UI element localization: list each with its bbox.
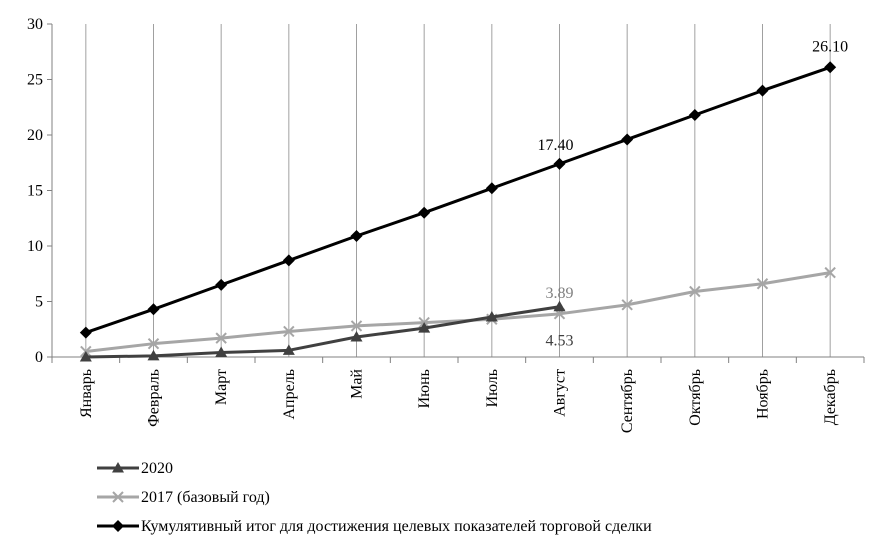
cross-stroke: [350, 320, 363, 332]
vertical-gridlines: [85, 24, 831, 357]
legend: 2020 2017 (базовый год) Кумулятивный итог …: [97, 460, 652, 535]
y-tick-label: 25: [27, 72, 43, 89]
legend-entry: Кумулятивный итог для достижения целевых…: [97, 518, 652, 535]
data-point-diamond: [215, 278, 228, 291]
cross-stroke: [112, 491, 124, 503]
x-tick-label: Сентябрь: [619, 369, 636, 433]
data-point-diamond: [350, 230, 363, 243]
series-line: [85, 65, 831, 334]
y-tick-label: 10: [27, 238, 43, 255]
data-point-triangle: [350, 331, 363, 342]
data-point-diamond: [688, 109, 701, 122]
data-point-cross: [689, 285, 701, 298]
data-label: 3.89: [546, 285, 574, 302]
data-point-triangle: [79, 351, 92, 362]
data-point-cross: [824, 266, 836, 279]
x-tick-label: Март: [213, 369, 230, 405]
x-tick-label: Декабрь: [822, 369, 839, 425]
x-tick-label: Май: [349, 369, 366, 399]
cross-stroke: [689, 285, 701, 298]
series-line: [85, 271, 831, 353]
cross-stroke: [147, 337, 160, 350]
legend-label: Кумулятивный итог для достижения целевых…: [141, 518, 652, 535]
data-point-diamond: [147, 303, 160, 316]
x-tick-label: Февраль: [146, 369, 163, 427]
y-tick-label: 15: [27, 183, 43, 200]
y-tick-label: 30: [27, 16, 43, 33]
data-labels: 17.40 26.10 3.89 4.53: [538, 38, 849, 349]
data-point-triangle: [112, 462, 124, 473]
legend-label: 2017 (базовый год): [141, 489, 270, 506]
data-point-diamond: [282, 254, 295, 267]
data-label: 17.40: [538, 137, 574, 154]
x-tick-label: Апрель: [281, 369, 298, 420]
data-point-cross: [350, 320, 363, 332]
data-point-triangle: [553, 300, 566, 312]
data-point-diamond: [485, 182, 498, 195]
data-point-cross: [756, 278, 769, 290]
legend-entry: 2020: [97, 460, 173, 477]
axes: [47, 23, 865, 363]
data-point-triangle: [418, 322, 431, 333]
x-tick-label: Ноябрь: [755, 369, 772, 419]
data-point-diamond: [553, 157, 566, 170]
data-label: 4.53: [546, 333, 574, 350]
cross-stroke: [756, 278, 769, 290]
data-point-triangle: [147, 349, 160, 361]
data-point-triangle: [485, 311, 498, 322]
y-axis-tick-labels: 0 5 10 15 20 25 30: [27, 16, 43, 366]
data-point-cross: [621, 299, 633, 311]
cross-stroke: [283, 325, 295, 338]
x-axis-tick-labels: Январь Февраль Март Апрель Май Июнь Июль Август…: [78, 369, 839, 434]
data-point-diamond: [418, 206, 431, 219]
data-point-diamond: [756, 84, 769, 97]
y-tick-label: 20: [27, 127, 43, 144]
x-tick-label: Июль: [484, 369, 501, 407]
data-point-cross: [215, 332, 227, 344]
series-lines: [79, 61, 837, 362]
x-tick-label: Октябрь: [687, 369, 704, 426]
data-point-diamond: [112, 520, 124, 532]
data-point-cross: [112, 491, 124, 503]
data-point-triangle: [215, 346, 228, 358]
x-tick-label: Август: [552, 369, 569, 417]
data-point-cross: [283, 325, 295, 338]
series-1: [80, 266, 836, 358]
data-label: 26.10: [812, 38, 848, 55]
data-point-diamond: [79, 326, 92, 339]
data-point-diamond: [824, 61, 837, 74]
legend-label: 2020: [141, 460, 173, 477]
series-line: [85, 305, 560, 359]
data-point-triangle: [282, 344, 295, 355]
data-point-diamond: [621, 133, 634, 146]
y-tick-label: 0: [35, 349, 43, 366]
x-tick-label: Январь: [78, 369, 95, 418]
data-point-cross: [147, 337, 160, 350]
cross-stroke: [824, 266, 836, 279]
series-2: [79, 61, 837, 339]
x-tick-label: Июнь: [416, 369, 433, 408]
cross-stroke: [215, 332, 227, 344]
series-0: [79, 300, 566, 362]
legend-entry: 2017 (базовый год): [97, 489, 270, 506]
y-tick-label: 5: [35, 294, 43, 311]
cross-stroke: [621, 299, 633, 311]
